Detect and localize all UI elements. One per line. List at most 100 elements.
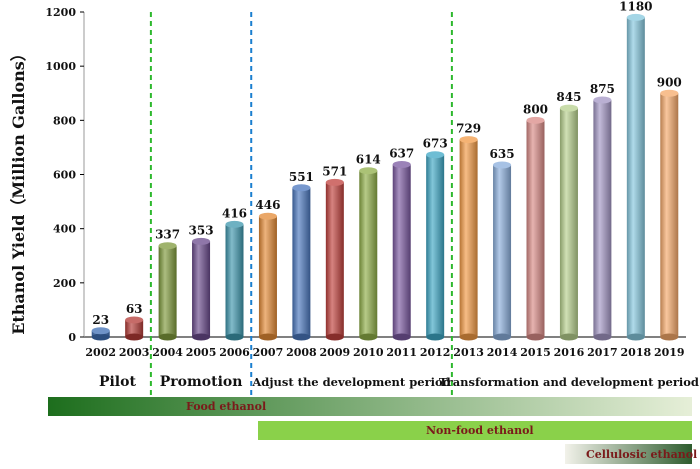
bar-2014 (493, 161, 512, 341)
food-ethanol-label: Food ethanol (186, 400, 267, 413)
bar-value-label: 446 (255, 198, 280, 212)
bar-2010 (359, 167, 378, 341)
bar-2009 (325, 178, 344, 341)
bars: 23 63 337 353 416 446 551 571 614 637 673 729 635 800… (91, 0, 682, 341)
y-tick-label: 1200 (45, 6, 76, 19)
phase-dividers (149, 12, 453, 396)
x-tick-label: 2005 (186, 346, 217, 359)
y-tick-label: 1000 (45, 60, 76, 73)
bar-body (459, 139, 478, 337)
x-tick-label: 2002 (85, 346, 116, 359)
y-axis-ticks: 0 200 400 600 800 1000 1200 (45, 6, 84, 344)
bar-value-label: 900 (657, 75, 682, 89)
bar-body (359, 170, 378, 337)
bar-2018 (626, 13, 645, 341)
bar-body (426, 154, 445, 337)
bar-base (660, 333, 679, 341)
bar-2012 (426, 151, 445, 341)
x-axis-ticks: 2002 2003 2004 2005 2006 2007 2008 2009 2010 2011… (85, 346, 684, 359)
bar-base (459, 333, 478, 341)
bar-cap (158, 242, 177, 250)
bar-body (626, 17, 645, 338)
y-tick-label: 400 (53, 223, 76, 236)
bar-cap (192, 237, 211, 245)
bar-cap (493, 161, 512, 169)
bar-body (225, 224, 244, 337)
x-tick-label: 2009 (320, 346, 351, 359)
bar-base (292, 333, 311, 341)
x-tick-label: 2012 (420, 346, 451, 359)
y-tick-label: 0 (68, 331, 76, 344)
bar-base (559, 333, 578, 341)
bar-body (258, 216, 277, 337)
phase-label: Adjust the development period (251, 375, 450, 389)
bar-body (526, 120, 545, 337)
bar-body (158, 245, 177, 337)
bar-cap (125, 316, 144, 324)
bar-2002 (91, 327, 110, 341)
bar-cap (91, 327, 110, 335)
bar-body (192, 241, 211, 337)
x-tick-label: 2004 (152, 346, 183, 359)
phase-label: Pilot (99, 374, 137, 390)
bar-value-label: 845 (556, 90, 581, 104)
bar-2008 (292, 184, 311, 341)
bar-cap (258, 212, 277, 220)
bar-base (192, 333, 211, 341)
bar-base (426, 333, 445, 341)
bar-base (593, 333, 612, 341)
bar-value-label: 673 (423, 137, 448, 151)
x-tick-label: 2018 (621, 346, 652, 359)
bar-value-label: 1180 (619, 0, 652, 13)
x-tick-label: 2015 (520, 346, 551, 359)
bar-cap (459, 136, 478, 144)
bar-2006 (225, 220, 244, 341)
bar-body (125, 319, 144, 337)
bar-body (593, 100, 612, 337)
bar-2005 (192, 237, 211, 341)
cellulosic-ethanol-band (565, 444, 692, 464)
bar-2019 (660, 89, 679, 341)
bar-body (325, 182, 344, 337)
bar-cap (426, 151, 445, 159)
bar-cap (359, 167, 378, 175)
bar-base (359, 333, 378, 341)
phase-label: Transformation and development period (439, 375, 699, 389)
gridlines (83, 12, 686, 338)
bar-base (392, 333, 411, 341)
bar-cap (526, 116, 545, 124)
bar-value-label: 23 (92, 313, 109, 327)
bar-body (660, 93, 679, 337)
x-tick-label: 2013 (453, 346, 484, 359)
bar-2013 (459, 136, 478, 341)
bar-value-label: 353 (189, 223, 214, 237)
bar-value-label: 875 (590, 82, 615, 96)
bar-body (392, 164, 411, 337)
bar-cap (325, 178, 344, 186)
bar-base (225, 333, 244, 341)
bar-value-label: 635 (490, 147, 515, 161)
bar-cap (292, 184, 311, 192)
non-food-ethanol-label: Non-food ethanol (426, 424, 534, 437)
x-tick-label: 2019 (654, 346, 685, 359)
x-tick-label: 2003 (119, 346, 150, 359)
bar-2015 (526, 116, 545, 341)
x-tick-label: 2017 (587, 346, 618, 359)
bar-value-label: 800 (523, 102, 548, 116)
x-tick-label: 2011 (386, 346, 417, 359)
bar-cap (626, 13, 645, 21)
bar-2016 (559, 104, 578, 341)
y-tick-label: 800 (53, 114, 76, 127)
bar-body (493, 165, 512, 337)
x-tick-label: 2014 (487, 346, 518, 359)
bar-body (559, 108, 578, 337)
bar-cap (392, 160, 411, 168)
bar-body (292, 187, 311, 337)
cellulosic-ethanol-label: Cellulosic ethanol (586, 448, 698, 461)
x-tick-label: 2007 (253, 346, 284, 359)
bar-cap (660, 89, 679, 97)
x-tick-label: 2008 (286, 346, 317, 359)
bar-value-label: 63 (126, 302, 143, 316)
bar-base (125, 333, 144, 341)
bar-base (626, 333, 645, 341)
